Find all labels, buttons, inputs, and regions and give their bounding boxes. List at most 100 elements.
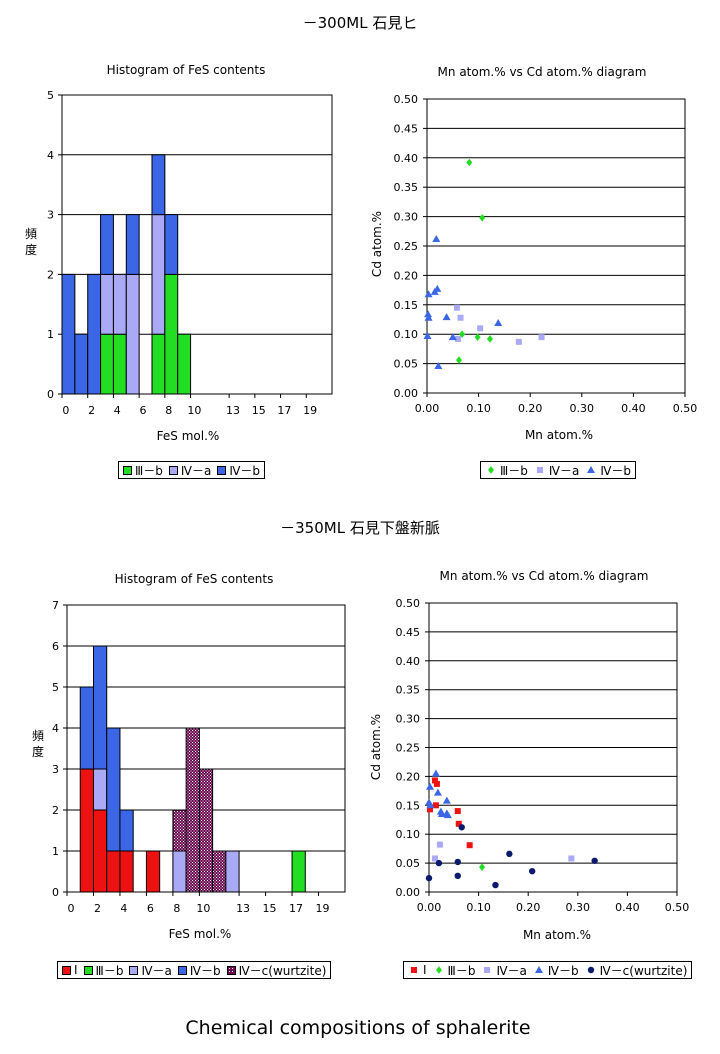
point-i-2	[433, 780, 440, 787]
point-iv-c-scatter-2	[454, 858, 461, 866]
y-tick-label: 0	[47, 388, 54, 401]
bar-iv-b-bin-3	[106, 727, 121, 852]
y-axis-label-char: 頻	[25, 227, 37, 241]
x-tick-label: 17	[277, 404, 291, 417]
x-tick-label: 0.30	[570, 402, 595, 415]
x-tick-label: 0.10	[466, 901, 491, 914]
bar-i-bin-3	[106, 850, 121, 893]
x-axis-label: Mn atom.%	[523, 928, 591, 942]
point-iii-b-0	[479, 863, 486, 871]
x-tick-label: 8	[165, 404, 172, 417]
point-iii-b-0	[466, 158, 473, 167]
y-axis-label-char: 度	[32, 744, 44, 759]
section-title-1: －300ML 石見ヒ	[302, 14, 418, 32]
y-tick-label: 1	[52, 845, 59, 858]
bar-iv-b-bin-4	[119, 809, 134, 852]
y-tick-label: 0.25	[396, 742, 421, 755]
y-axis-label-char: 度	[25, 242, 37, 257]
point-iv-c-scatter-4	[458, 824, 465, 831]
x-axis-label: Mn atom.%	[525, 428, 593, 442]
point-iv-b-0	[424, 290, 433, 298]
y-tick-label: 0.05	[394, 358, 419, 371]
chart-title: Histogram of FeS contents	[115, 572, 274, 586]
point-iv-c-scatter-8	[591, 857, 598, 864]
legend-item: Ⅳ－b	[177, 962, 221, 979]
legend-marker	[534, 966, 543, 973]
y-axis-label: Cd atom.%	[370, 211, 384, 277]
point-iv-b-0	[425, 782, 434, 790]
bar-iv-b-bin-8	[164, 214, 179, 275]
histogram-chart-1: Histogram of FeS contents 0 1 2 3 4 5 0 2 4 6 8 10 13…	[25, 63, 333, 443]
x-tick-label: 0	[67, 902, 74, 915]
x-tick-label: 0.30	[566, 901, 591, 914]
bar-iv-b-bin-7	[151, 154, 166, 216]
point-iii-b-5	[455, 356, 462, 364]
figure-caption: Chemical compositions of sphalerite	[185, 1017, 531, 1039]
point-iv-c-scatter-6	[506, 850, 513, 858]
y-tick-label: 0.30	[396, 713, 421, 726]
legend-marker-shape	[536, 467, 543, 473]
y-tick-label: 0.45	[396, 626, 421, 639]
bar-iii-b-bin-9	[177, 333, 192, 395]
legend-label: Ⅲ－b	[447, 963, 476, 978]
legend-label: Ⅳ－b	[600, 463, 632, 478]
legend-item: Ⅳ－a	[129, 962, 172, 979]
point-iii-b-1	[479, 213, 486, 222]
legend-marker-shape	[587, 966, 594, 974]
point-iv-a-0	[453, 304, 460, 311]
bar-iv-c-bin-10	[198, 768, 214, 893]
legend-label: Ⅳ－a	[548, 463, 580, 478]
legend-item: Ⅳ－c(wurtzite)	[585, 962, 687, 979]
point-iv-a-3	[454, 335, 461, 342]
point-i-4	[454, 808, 461, 815]
x-tick-label: 2	[94, 902, 101, 915]
point-iv-b-2	[424, 313, 433, 321]
legend-marker	[536, 467, 543, 473]
bar-iv-c-bin-8	[172, 809, 187, 852]
legend-label: Ⅳ－a	[141, 963, 172, 978]
legend-label: Ⅳ－b	[229, 463, 261, 478]
point-iv-a-2	[477, 325, 484, 332]
y-tick-label: 0.00	[396, 886, 421, 899]
point-iv-c-scatter-7	[528, 867, 536, 875]
point-iv-b-8	[443, 811, 452, 819]
legend-marker-shape	[587, 466, 596, 473]
x-tick-label: 6	[140, 404, 147, 417]
legend-item: Ⅰ	[408, 963, 427, 977]
bar-iv-a-bin-4	[112, 273, 127, 335]
point-i-1	[431, 777, 438, 784]
legend-marker-shape	[484, 967, 491, 973]
point-i-3	[432, 802, 439, 809]
chart-title: Mn atom.% vs Cd atom.% diagram	[438, 65, 647, 79]
legend-marker	[411, 967, 417, 973]
point-i-0	[426, 806, 433, 813]
legend-marker-shape	[534, 966, 543, 973]
y-tick-label: 3	[52, 763, 59, 776]
bar-iv-a-bin-2	[92, 768, 108, 811]
y-tick-label: 0.10	[396, 828, 421, 841]
point-iv-a-0	[436, 841, 443, 848]
point-iv-c-scatter-5	[492, 881, 499, 889]
legend-marker	[488, 466, 494, 474]
point-iv-b-1	[424, 310, 433, 318]
x-tick-label: 17	[289, 902, 303, 915]
bar-iv-a-bin-8	[172, 850, 187, 893]
legend-item: Ⅳ－b	[533, 962, 579, 979]
legend-scatter-1: Ⅲ－b Ⅳ－a Ⅳ－b	[480, 461, 637, 479]
bar-iii-b-bin-17	[291, 850, 306, 893]
x-tick-label: 0.00	[415, 402, 440, 415]
y-tick-label: 0.40	[396, 655, 421, 668]
chart-title: Histogram of FeS contents	[107, 63, 266, 77]
point-i-6	[466, 842, 473, 849]
x-tick-label: 0.20	[518, 402, 543, 415]
point-iv-c-scatter-0	[425, 874, 433, 882]
point-iv-b-4	[426, 801, 435, 809]
x-tick-label: 10	[196, 902, 210, 915]
y-tick-label: 4	[52, 722, 59, 735]
legend-item: Ⅲ－b	[485, 462, 528, 479]
legend-scatter-2: Ⅰ Ⅲ－b Ⅳ－a Ⅳ－b Ⅳ－c(wurtzite)	[403, 961, 693, 979]
y-tick-label: 0.15	[396, 799, 421, 812]
point-iv-a-1	[457, 314, 464, 321]
bar-iv-a-bin-12	[225, 850, 240, 893]
bar-iii-b-bin-8	[164, 273, 179, 395]
